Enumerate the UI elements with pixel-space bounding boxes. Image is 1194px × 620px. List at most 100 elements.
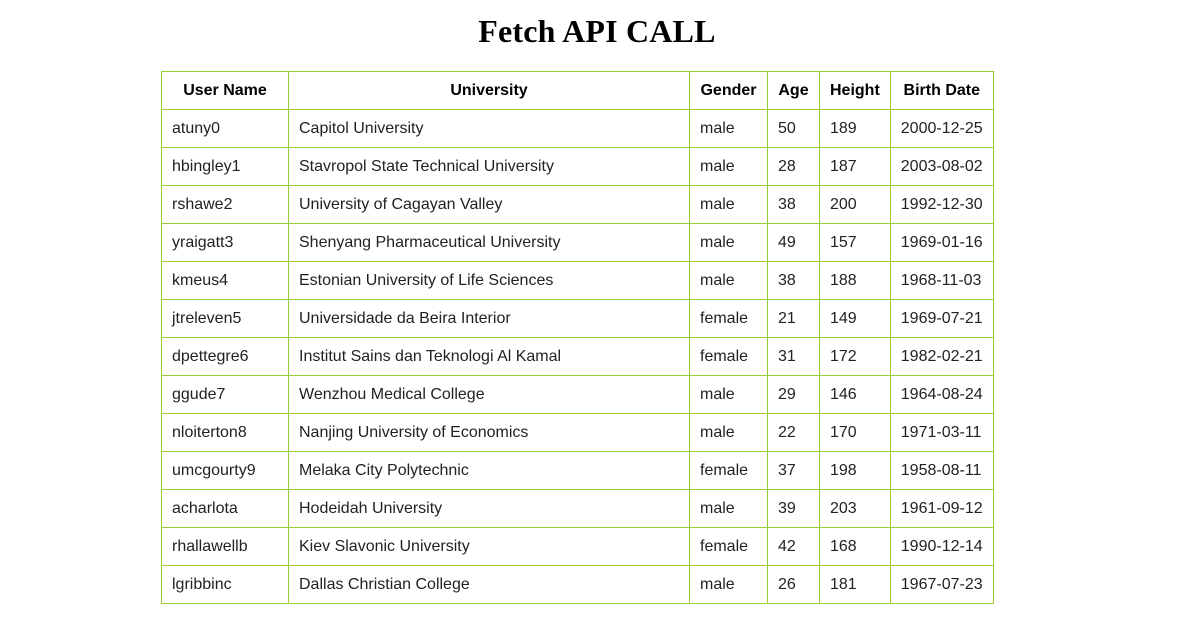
table-row: dpettegre6 Institut Sains dan Teknologi … xyxy=(161,337,994,376)
cell-height: 146 xyxy=(819,375,891,414)
cell-university: Universidade da Beira Interior xyxy=(288,299,690,338)
header-university: University xyxy=(288,71,690,110)
cell-gender: male xyxy=(689,147,768,186)
header-gender: Gender xyxy=(689,71,768,110)
users-table: User Name University Gender Age Height B… xyxy=(161,71,994,604)
cell-university: Hodeidah University xyxy=(288,489,690,528)
cell-birth-date: 1969-07-21 xyxy=(889,299,994,338)
cell-age: 38 xyxy=(767,261,820,300)
header-row: User Name University Gender Age Height B… xyxy=(161,71,994,110)
cell-age: 50 xyxy=(767,109,820,148)
cell-gender: male xyxy=(689,565,768,604)
cell-university: Kiev Slavonic University xyxy=(288,527,690,566)
cell-height: 188 xyxy=(819,261,891,300)
table-row: kmeus4 Estonian University of Life Scien… xyxy=(161,261,994,300)
table-row: umcgourty9 Melaka City Polytechnic femal… xyxy=(161,451,994,490)
table-row: atuny0 Capitol University male 50 189 20… xyxy=(161,109,994,148)
cell-university: Stavropol State Technical University xyxy=(288,147,690,186)
cell-user-name: rhallawellb xyxy=(161,527,289,566)
cell-user-name: yraigatt3 xyxy=(161,223,289,262)
table-row: hbingley1 Stavropol State Technical Univ… xyxy=(161,147,994,186)
cell-age: 37 xyxy=(767,451,820,490)
cell-gender: male xyxy=(689,109,768,148)
cell-birth-date: 1969-01-16 xyxy=(889,223,994,262)
header-birth-date: Birth Date xyxy=(889,71,994,110)
cell-height: 170 xyxy=(819,413,891,452)
cell-university: Estonian University of Life Sciences xyxy=(288,261,690,300)
cell-gender: male xyxy=(689,413,768,452)
cell-user-name: ggude7 xyxy=(161,375,289,414)
cell-university: Capitol University xyxy=(288,109,690,148)
cell-height: 181 xyxy=(819,565,891,604)
cell-birth-date: 1990-12-14 xyxy=(889,527,994,566)
cell-gender: male xyxy=(689,223,768,262)
cell-gender: female xyxy=(689,451,768,490)
cell-user-name: jtreleven5 xyxy=(161,299,289,338)
cell-gender: female xyxy=(689,299,768,338)
cell-age: 21 xyxy=(767,299,820,338)
cell-age: 22 xyxy=(767,413,820,452)
cell-birth-date: 1992-12-30 xyxy=(889,185,994,224)
table-row: lgribbinc Dallas Christian College male … xyxy=(161,565,994,604)
cell-birth-date: 1958-08-11 xyxy=(889,451,994,490)
cell-gender: male xyxy=(689,261,768,300)
cell-birth-date: 1967-07-23 xyxy=(889,565,994,604)
cell-gender: male xyxy=(689,375,768,414)
table-row: rshawe2 University of Cagayan Valley mal… xyxy=(161,185,994,224)
cell-height: 172 xyxy=(819,337,891,376)
cell-age: 42 xyxy=(767,527,820,566)
cell-gender: female xyxy=(689,527,768,566)
cell-university: Shenyang Pharmaceutical University xyxy=(288,223,690,262)
cell-gender: male xyxy=(689,489,768,528)
cell-user-name: atuny0 xyxy=(161,109,289,148)
cell-height: 198 xyxy=(819,451,891,490)
cell-user-name: kmeus4 xyxy=(161,261,289,300)
cell-age: 38 xyxy=(767,185,820,224)
cell-gender: male xyxy=(689,185,768,224)
cell-birth-date: 2000-12-25 xyxy=(889,109,994,148)
cell-birth-date: 2003-08-02 xyxy=(889,147,994,186)
cell-university: Nanjing University of Economics xyxy=(288,413,690,452)
cell-university: Dallas Christian College xyxy=(288,565,690,604)
table-row: yraigatt3 Shenyang Pharmaceutical Univer… xyxy=(161,223,994,262)
cell-age: 29 xyxy=(767,375,820,414)
cell-user-name: lgribbinc xyxy=(161,565,289,604)
header-user-name: User Name xyxy=(161,71,289,110)
cell-user-name: hbingley1 xyxy=(161,147,289,186)
table-row: nloiterton8 Nanjing University of Econom… xyxy=(161,413,994,452)
cell-user-name: rshawe2 xyxy=(161,185,289,224)
table-row: acharlota Hodeidah University male 39 20… xyxy=(161,489,994,528)
page-title: Fetch API CALL xyxy=(478,13,716,49)
cell-birth-date: 1971-03-11 xyxy=(889,413,994,452)
cell-age: 28 xyxy=(767,147,820,186)
table-row: rhallawellb Kiev Slavonic University fem… xyxy=(161,527,994,566)
cell-university: University of Cagayan Valley xyxy=(288,185,690,224)
cell-user-name: dpettegre6 xyxy=(161,337,289,376)
cell-age: 39 xyxy=(767,489,820,528)
cell-height: 187 xyxy=(819,147,891,186)
cell-gender: female xyxy=(689,337,768,376)
cell-user-name: nloiterton8 xyxy=(161,413,289,452)
cell-university: Wenzhou Medical College xyxy=(288,375,690,414)
cell-age: 49 xyxy=(767,223,820,262)
cell-user-name: umcgourty9 xyxy=(161,451,289,490)
cell-height: 203 xyxy=(819,489,891,528)
cell-age: 26 xyxy=(767,565,820,604)
table-body: atuny0 Capitol University male 50 189 20… xyxy=(161,109,994,604)
cell-birth-date: 1961-09-12 xyxy=(889,489,994,528)
cell-birth-date: 1968-11-03 xyxy=(889,261,994,300)
cell-age: 31 xyxy=(767,337,820,376)
cell-height: 189 xyxy=(819,109,891,148)
cell-university: Institut Sains dan Teknologi Al Kamal xyxy=(288,337,690,376)
cell-birth-date: 1982-02-21 xyxy=(889,337,994,376)
table-row: ggude7 Wenzhou Medical College male 29 1… xyxy=(161,375,994,414)
table-row: jtreleven5 Universidade da Beira Interio… xyxy=(161,299,994,338)
table-header: User Name University Gender Age Height B… xyxy=(161,71,994,110)
cell-height: 149 xyxy=(819,299,891,338)
cell-birth-date: 1964-08-24 xyxy=(889,375,994,414)
cell-university: Melaka City Polytechnic xyxy=(288,451,690,490)
cell-height: 168 xyxy=(819,527,891,566)
header-age: Age xyxy=(767,71,820,110)
cell-height: 200 xyxy=(819,185,891,224)
header-height: Height xyxy=(819,71,891,110)
